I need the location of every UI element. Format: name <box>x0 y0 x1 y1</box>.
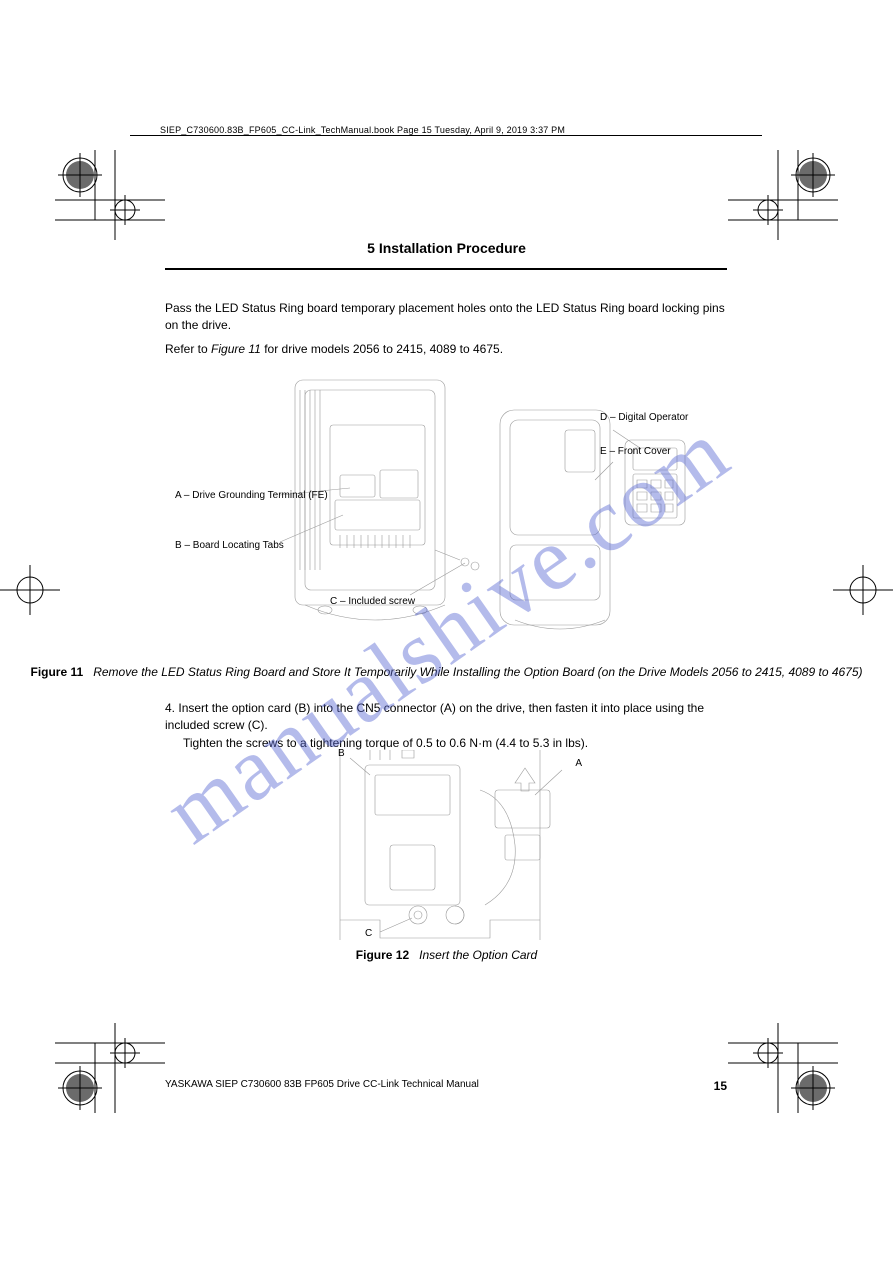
fig11-callout-a: A – Drive Grounding Terminal (FE) <box>175 490 335 502</box>
registration-mark-bottom-right <box>728 1023 838 1113</box>
fig11-callout-c: C – Included screw <box>330 596 530 608</box>
step3-ref-post: for drive models 2056 to 2415, 4089 to 4… <box>264 342 503 356</box>
step3-e: LED Status Ring board locking pins <box>536 301 725 315</box>
registration-mark-bottom-left <box>55 1023 165 1113</box>
print-header-left: SIEP_C730600.83B_FP605_CC-Link_TechManua… <box>160 125 565 135</box>
step3-f: on the drive. <box>165 318 231 332</box>
fig11-caption-pre: Figure 11 <box>30 665 83 679</box>
figure-11-caption: Figure 11 Remove the LED Status Ring Boa… <box>0 665 893 679</box>
fig11-callout-d: D – Digital Operator <box>600 412 730 424</box>
section-title: 5 Installation Procedure <box>0 240 893 256</box>
step3-ref-fig: Figure 11 <box>211 342 261 356</box>
step4-b: CN5 connector (A) <box>356 701 455 715</box>
figure-12: A B C <box>310 750 580 940</box>
side-mark-right <box>833 560 893 625</box>
registration-mark-top-left <box>55 150 165 240</box>
section-rule <box>165 268 727 270</box>
fig12-caption-pre: Figure 12 <box>356 948 409 962</box>
step4-num: 4. <box>165 701 175 715</box>
footer-page-number: 15 <box>714 1079 727 1093</box>
document-page: SIEP_C730600.83B_FP605_CC-Link_TechManua… <box>0 0 893 1263</box>
print-header: SIEP_C730600.83B_FP605_CC-Link_TechManua… <box>160 125 733 135</box>
print-header-rule <box>130 135 762 136</box>
page-footer: YASKAWA SIEP C730600 83B FP605 Drive CC-… <box>165 1079 727 1093</box>
step3-ref-pre: Refer to <box>165 342 211 356</box>
step3-d: onto the <box>489 301 532 315</box>
fig12-label-b: B <box>338 748 345 759</box>
step3-c: temporary placement holes <box>341 301 486 315</box>
registration-mark-top-right <box>728 150 838 240</box>
step3-b: LED Status Ring board <box>215 301 338 315</box>
fig12-label-a: A <box>575 758 582 769</box>
step-3-line: Pass the LED Status Ring board temporary… <box>165 300 727 335</box>
step4-a: Insert the option card (B) into the <box>178 701 356 715</box>
fig12-caption-main: Insert the Option Card <box>419 948 537 962</box>
step-3-ref: Refer to Figure 11 for drive models 2056… <box>165 341 727 358</box>
fig11-callout-b: B – Board Locating Tabs <box>175 540 335 552</box>
fig11-caption-main: Remove the LED Status Ring Board and Sto… <box>93 665 862 679</box>
step3-a: Pass the <box>165 301 212 315</box>
side-mark-left <box>0 560 60 625</box>
fig11-callout-e: E – Front Cover <box>600 446 730 458</box>
fig12-label-c: C <box>365 928 372 939</box>
figure-12-caption: Figure 12 Insert the Option Card <box>0 948 893 962</box>
figure-12-drawing <box>310 750 580 940</box>
step-4: 4. Insert the option card (B) into the C… <box>165 700 727 752</box>
footer-manual-ref: YASKAWA SIEP C730600 83B FP605 Drive CC-… <box>165 1079 479 1093</box>
body-text: Pass the LED Status Ring board temporary… <box>165 300 727 364</box>
